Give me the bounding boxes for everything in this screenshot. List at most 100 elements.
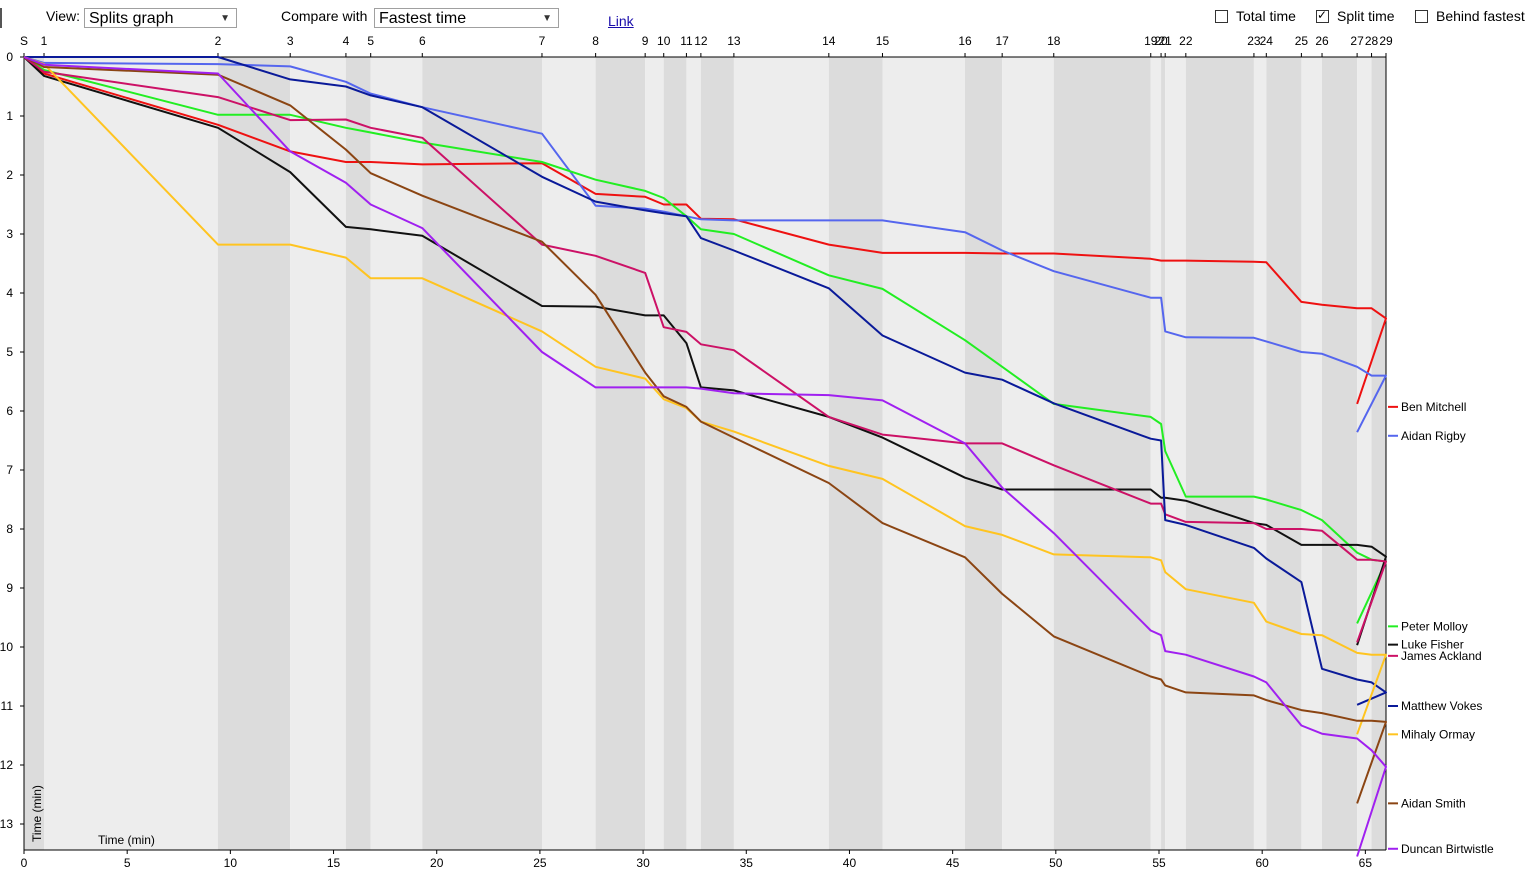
control-label: 27 [1350, 36, 1364, 48]
chevron-down-icon: ▼ [542, 13, 552, 24]
series-line[interactable] [23, 56, 1387, 433]
y-tick-label: 11 [1, 699, 14, 713]
legend: Ben Mitchell Aidan Rigby Peter Molloy Luke … [1388, 400, 1494, 856]
legend-label: Peter Molloy [1401, 619, 1468, 633]
leg-band [1253, 57, 1267, 850]
legend-label: Ben Mitchell [1401, 400, 1466, 414]
legend-label: Duncan Birtwistle [1401, 842, 1494, 856]
checkbox-checked-icon [1316, 8, 1329, 23]
control-label: 2 [215, 36, 222, 48]
leg-band [1266, 57, 1302, 850]
behind-fastest-label: Behind fastest [1436, 8, 1525, 24]
control-label: 5 [367, 36, 374, 48]
compare-select[interactable]: Fastest time ▼ [374, 8, 559, 28]
leg-band [1053, 57, 1151, 850]
x-tick-label: 30 [636, 856, 650, 870]
leg-band [733, 57, 829, 850]
x-tick-label: 0 [21, 856, 28, 870]
control-label: 18 [1047, 36, 1061, 48]
leg-band [1165, 57, 1186, 850]
split-time-checkbox[interactable]: Split time [1316, 8, 1395, 24]
total-time-checkbox[interactable]: Total time [1215, 8, 1296, 24]
series-line[interactable] [23, 56, 1387, 646]
y-tick-label: 6 [6, 404, 13, 418]
leg-band [645, 57, 664, 850]
leg-band [595, 57, 646, 850]
view-select[interactable]: Splits graph ▼ [84, 8, 237, 28]
split-time-label: Split time [1337, 8, 1395, 24]
leg-band [882, 57, 966, 850]
axes: 0 5 10 15 20 25 30 35 40 45 50 55 60 6501234567891011… [0, 50, 1387, 870]
control-label: 9 [642, 36, 649, 48]
control-label: 25 [1295, 36, 1309, 48]
leg-band [1161, 57, 1166, 850]
control-label: 24 [1260, 36, 1274, 48]
leg-band [370, 57, 423, 850]
series-line[interactable] [23, 56, 1387, 735]
x-tick-label: 15 [327, 856, 341, 870]
leg-band [686, 57, 701, 850]
series-line[interactable] [23, 56, 1387, 857]
behind-fastest-checkbox[interactable]: Behind fastest [1415, 8, 1525, 24]
series-line[interactable] [23, 56, 1387, 624]
control-label: 1 [41, 36, 48, 48]
y-tick-label: 0 [6, 50, 13, 64]
x-tick-label: 60 [1256, 856, 1270, 870]
legend-label: Mihaly Ormay [1401, 727, 1475, 741]
view-label: View: [46, 8, 80, 24]
control-label: 11 [680, 36, 693, 48]
legend-label: Aidan Smith [1401, 796, 1466, 810]
series-line[interactable] [24, 56, 1387, 706]
y-tick-label: 1 [6, 109, 13, 123]
legend-label: Aidan Rigby [1401, 429, 1466, 443]
control-label: 10 [657, 36, 671, 48]
series-line[interactable] [23, 56, 1387, 643]
control-label: 16 [958, 36, 972, 48]
leg-bands [24, 57, 1386, 850]
x-tick-label: 55 [1152, 856, 1166, 870]
leg-band [663, 57, 687, 850]
y-tick-label: 13 [0, 817, 13, 831]
checkbox-icon [1215, 9, 1228, 23]
control-label: 22 [1179, 36, 1193, 48]
control-label: 3 [287, 36, 294, 48]
control-label: 6 [419, 36, 426, 48]
control-label: 13 [727, 36, 741, 48]
compare-label: Compare with [281, 8, 368, 24]
control-label: 20 [1154, 36, 1168, 48]
y-tick-label: 9 [6, 581, 13, 595]
legend-label: Luke Fisher [1401, 638, 1464, 652]
legend-label: James Ackland [1401, 649, 1482, 663]
x-tick-label: 35 [740, 856, 754, 870]
leg-band [24, 57, 45, 850]
total-time-label: Total time [1236, 8, 1296, 24]
checkbox-icon [1415, 9, 1428, 23]
leg-band [1322, 57, 1358, 850]
y-tick-label: 4 [6, 286, 13, 300]
x-tick-label: 25 [533, 856, 547, 870]
control-label: 28 [1365, 36, 1379, 48]
legend-label: Matthew Vokes [1401, 699, 1482, 713]
link-anchor[interactable]: Link [608, 13, 634, 29]
leg-band [541, 57, 596, 850]
control-label: 26 [1315, 36, 1329, 48]
series-line[interactable] [23, 56, 1387, 804]
x-axis-label: Time (min) [98, 833, 155, 847]
x-tick-label: 20 [430, 856, 444, 870]
y-tick-label: 2 [6, 168, 13, 182]
control-label: 15 [876, 36, 890, 48]
control-label: 14 [822, 36, 836, 48]
leg-band [44, 57, 218, 850]
y-tick-label: 10 [0, 640, 13, 654]
series-line[interactable] [23, 56, 1387, 405]
control-label: 17 [995, 36, 1009, 48]
toolbar: View: Splits graph ▼ Compare with Fastes… [0, 0, 1536, 36]
x-tick-label: 45 [946, 856, 960, 870]
y-tick-label: 3 [6, 227, 13, 241]
leg-band [700, 57, 734, 850]
leg-band [1301, 57, 1323, 850]
y-tick-label: 12 [0, 758, 13, 772]
view-select-value: Splits graph [89, 10, 174, 27]
